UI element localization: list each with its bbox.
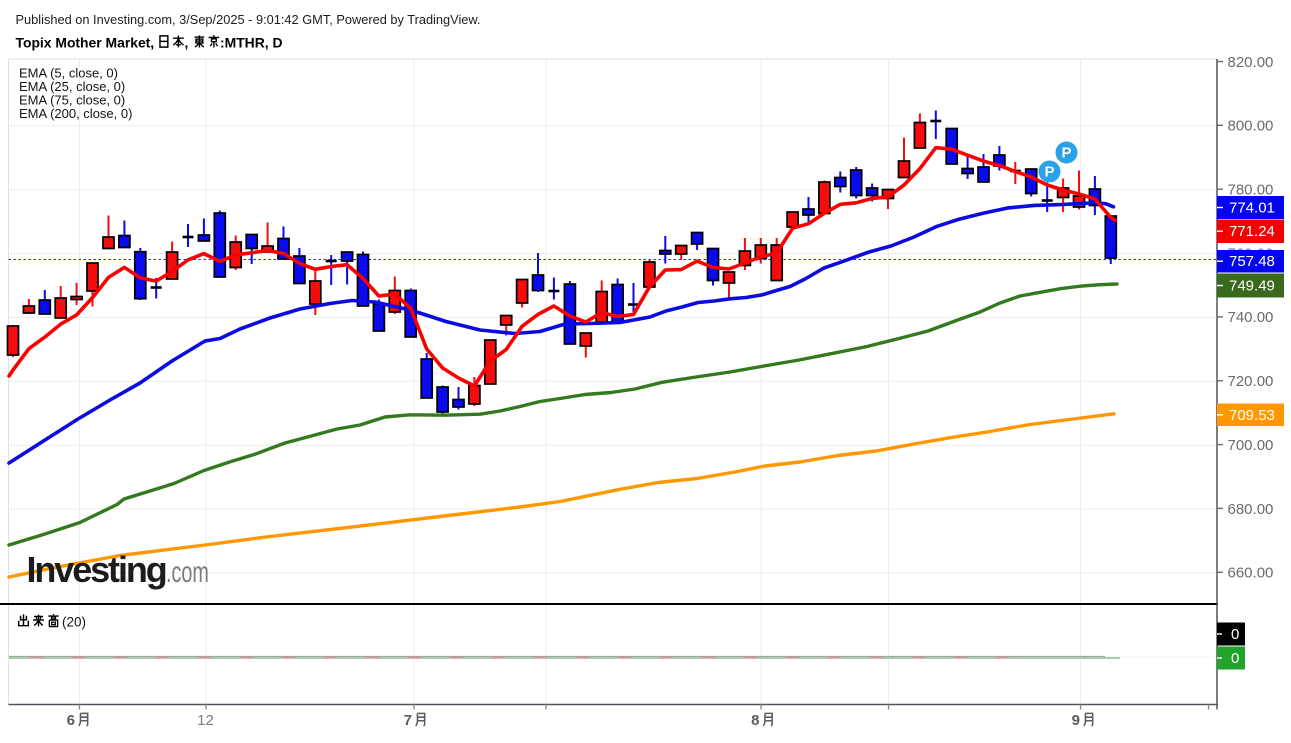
svg-text:6: 6: [67, 712, 75, 729]
svg-text:749.49: 749.49: [1229, 278, 1275, 295]
svg-text:771.24: 771.24: [1229, 223, 1275, 240]
svg-text:760.00: 760.00: [1228, 245, 1274, 262]
svg-text:Published on Investing.com, 3/: Published on Investing.com, 3/Sep/2025 -…: [16, 12, 481, 27]
svg-text:800.00: 800.00: [1228, 118, 1274, 135]
svg-text:9: 9: [1072, 712, 1080, 729]
svg-text:,: ,: [185, 35, 189, 51]
svg-text:.com: .com: [166, 556, 209, 589]
svg-text:757.48: 757.48: [1229, 253, 1275, 270]
svg-text:Topix Mother Market,: Topix Mother Market,: [16, 35, 155, 51]
svg-text:7: 7: [404, 712, 412, 729]
svg-text:Investing: Investing: [27, 549, 166, 590]
svg-text:660.00: 660.00: [1228, 565, 1274, 582]
svg-text:774.01: 774.01: [1229, 200, 1275, 217]
svg-text:0: 0: [1231, 650, 1239, 667]
svg-text:EMA (25, close, 0): EMA (25, close, 0): [19, 79, 125, 94]
svg-text:12: 12: [197, 712, 214, 729]
svg-text:P: P: [1044, 164, 1054, 181]
svg-text:709.53: 709.53: [1229, 407, 1275, 424]
svg-text:720.00: 720.00: [1228, 373, 1274, 390]
svg-text:EMA (5, close, 0): EMA (5, close, 0): [19, 66, 118, 81]
svg-text:EMA (200, close, 0): EMA (200, close, 0): [19, 106, 132, 121]
svg-text::MTHR, D: :MTHR, D: [220, 35, 283, 51]
svg-text:P: P: [1061, 145, 1071, 162]
svg-text:820.00: 820.00: [1228, 54, 1274, 71]
svg-text:0: 0: [1231, 626, 1239, 643]
svg-text:780.00: 780.00: [1228, 182, 1274, 199]
svg-text:740.00: 740.00: [1228, 309, 1274, 326]
svg-text:(20): (20): [62, 615, 86, 630]
svg-text:700.00: 700.00: [1228, 437, 1274, 454]
svg-text:8: 8: [751, 712, 759, 729]
svg-text:680.00: 680.00: [1228, 501, 1274, 518]
svg-text:EMA (75, close, 0): EMA (75, close, 0): [19, 93, 125, 108]
